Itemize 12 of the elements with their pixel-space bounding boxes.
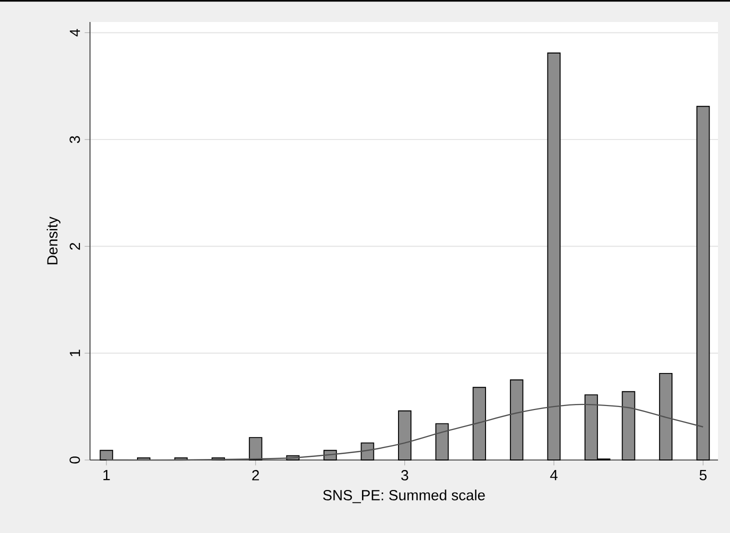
y-tick-label: 1: [70, 350, 80, 356]
x-tick-label: 3: [401, 470, 408, 480]
x-tick-label: 5: [700, 470, 707, 480]
x-tick-label: 2: [252, 470, 259, 480]
x-axis-title: SNS_PE: Summed scale: [323, 490, 485, 504]
y-tick-label: 0: [70, 456, 80, 464]
x-tick-label: 4: [550, 470, 558, 480]
y-tick-label: 4: [70, 29, 80, 36]
y-tick-label: 2: [70, 243, 80, 250]
x-tick-label: 1: [103, 470, 110, 480]
y-tick-label: 3: [70, 136, 80, 144]
y-axis-title: Density: [46, 216, 60, 264]
